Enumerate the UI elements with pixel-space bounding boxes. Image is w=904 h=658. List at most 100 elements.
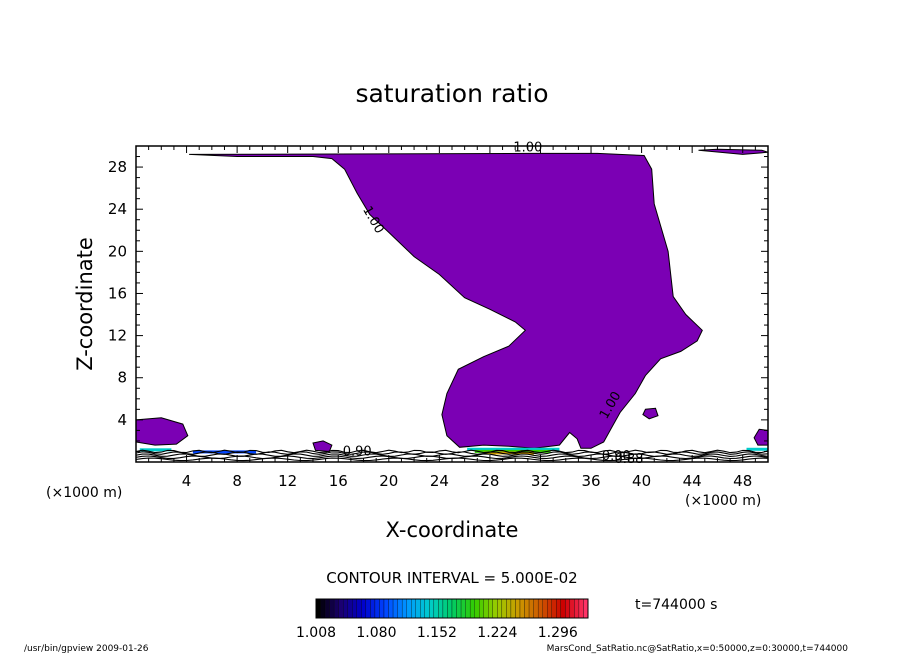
x-tick-label: 32 xyxy=(531,472,550,490)
colorbar xyxy=(315,598,589,619)
colorbar-cell xyxy=(479,598,484,619)
plot-area xyxy=(136,148,768,462)
colorbar-cell xyxy=(383,598,389,619)
y-axis: 4 8 12 16 20 24 28 xyxy=(108,145,768,463)
colorbar-cell xyxy=(352,598,357,619)
x-tick-label: 8 xyxy=(232,472,242,490)
colorbar-cell xyxy=(329,598,335,619)
colorbar-cell xyxy=(397,598,403,619)
colorbar-cell xyxy=(370,598,376,619)
x-tick-label: 44 xyxy=(683,472,702,490)
colorbar-cell xyxy=(456,598,462,619)
contour-fill-regions xyxy=(136,148,768,453)
small-patch xyxy=(312,440,333,453)
small-patch xyxy=(642,407,659,420)
x-tick-label: 12 xyxy=(278,472,297,490)
colorbar-cell xyxy=(406,598,412,619)
colorbar-cell xyxy=(401,598,407,619)
footer-right: MarsCond_SatRatio.nc@SatRatio,x=0:50000,… xyxy=(547,644,849,654)
colorbar-cell xyxy=(333,598,339,619)
left-edge-patch xyxy=(136,417,189,446)
y-tick-label: 12 xyxy=(108,327,127,345)
colorbar-cell xyxy=(392,598,398,619)
colorbar-cell xyxy=(578,598,584,619)
x-tick-label: 48 xyxy=(733,472,752,490)
ground-band xyxy=(467,447,560,451)
x-tick-label: 4 xyxy=(182,472,192,490)
colorbar-cell xyxy=(551,598,557,619)
colorbar-cell xyxy=(542,598,548,619)
colorbar-cell xyxy=(320,598,326,619)
ground-band xyxy=(474,449,551,453)
colorbar-frame xyxy=(315,598,589,619)
colorbar-cell xyxy=(465,598,471,619)
colorbar-cell xyxy=(379,598,385,619)
colorbar-cell xyxy=(365,598,371,619)
colorbar-cell xyxy=(483,598,489,619)
colorbar-cell xyxy=(315,598,321,619)
colorbar-cell xyxy=(488,598,493,619)
colorbar-tick-label: 1.296 xyxy=(538,625,578,641)
colorbar-tick-label: 1.080 xyxy=(356,625,396,641)
y-tick-label: 16 xyxy=(108,284,127,302)
x-axis-label: X-coordinate xyxy=(386,518,519,542)
ground-band xyxy=(746,447,768,451)
colorbar-cell xyxy=(442,598,448,619)
colorbar-tick-label: 1.008 xyxy=(296,625,336,641)
colorbar-cell xyxy=(411,598,416,619)
colorbar-cell xyxy=(374,598,380,619)
colorbar-cell xyxy=(515,598,521,619)
colorbar-cell xyxy=(356,598,362,619)
colorbar-cell xyxy=(569,598,575,619)
y-tick-label: 8 xyxy=(117,369,127,387)
colorbar-cell xyxy=(474,598,480,619)
colorbar-cell xyxy=(347,598,353,619)
colorbar-cell xyxy=(497,598,503,619)
colorbar-cell xyxy=(469,598,475,619)
x-tick-label: 16 xyxy=(329,472,348,490)
colorbar-cell xyxy=(420,598,425,619)
colorbar-cell xyxy=(510,598,516,619)
colorbar-cell xyxy=(565,598,571,619)
y-tick-label: 24 xyxy=(108,200,127,218)
colorbar-cell xyxy=(460,598,466,619)
footer-left: /usr/bin/gpview 2009-01-26 xyxy=(24,644,149,654)
x-tick-label: 20 xyxy=(379,472,398,490)
colorbar-tick-label: 1.224 xyxy=(477,625,517,641)
colorbar-cell xyxy=(424,598,430,619)
colorbar-cell xyxy=(451,598,457,619)
colorbar-cell xyxy=(547,598,552,619)
colorbar-cell xyxy=(519,598,525,619)
colorbar-cell xyxy=(343,598,348,619)
time-label: t=744000 s xyxy=(635,597,717,613)
y-axis-label: Z-coordinate xyxy=(73,237,97,371)
x-tick-label: 36 xyxy=(581,472,600,490)
colorbar-cell xyxy=(537,598,543,619)
supersaturated-region xyxy=(189,152,703,449)
colorbar-cell xyxy=(528,598,534,619)
colorbar-cell xyxy=(583,598,589,619)
chart-title: saturation ratio xyxy=(355,79,548,108)
x-tick-label: 40 xyxy=(632,472,651,490)
contour-label: 0.90 xyxy=(602,449,631,464)
surface-contour-line xyxy=(136,449,768,454)
colorbar-cell xyxy=(556,598,561,619)
colorbar-cell xyxy=(533,598,539,619)
ground-band xyxy=(192,450,257,454)
contour-label: 1.00 xyxy=(513,140,542,155)
y-tick-label: 28 xyxy=(108,158,127,176)
top-right-patch xyxy=(698,148,768,155)
colorbar-tick-label: 1.152 xyxy=(417,625,457,641)
colorbar-cell xyxy=(524,598,530,619)
colorbar-labels: 1.008 1.080 1.152 1.224 1.296 xyxy=(296,625,578,641)
colorbar-cell xyxy=(433,598,439,619)
colorbar-cell xyxy=(574,598,580,619)
ground-band xyxy=(483,451,535,455)
colorbar-cell xyxy=(361,598,367,619)
colorbar-cell xyxy=(415,598,421,619)
y-tick-label: 20 xyxy=(108,242,127,260)
x-tick-label: 28 xyxy=(480,472,499,490)
contour-label: 0.88 xyxy=(614,452,643,467)
colorbar-cell xyxy=(438,598,444,619)
